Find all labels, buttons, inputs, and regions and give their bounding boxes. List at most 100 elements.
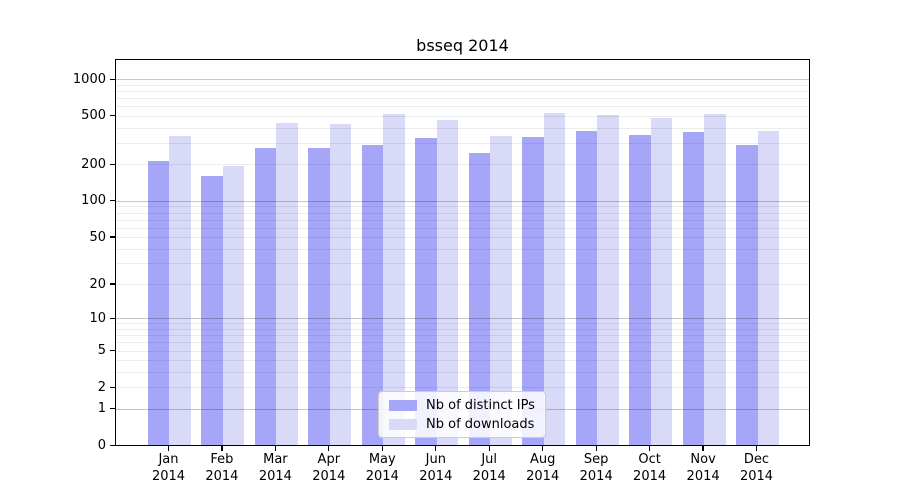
legend-item-distinct-ips: Nb of distinct IPs: [389, 397, 535, 413]
x-axis-tick-label: Feb 2014: [205, 452, 239, 484]
gridline-minor: [116, 335, 809, 337]
y-axis-tick-label: 5: [97, 343, 106, 358]
bar-downloads: [169, 135, 191, 445]
bar-distinct-ips: [682, 132, 705, 445]
x-axis-tick-label: Aug 2014: [526, 452, 560, 484]
y-axis-tick-mark: [109, 444, 115, 447]
gridline-minor: [116, 206, 809, 208]
gridline-minor: [116, 248, 809, 250]
x-axis-tick-mark: [649, 446, 651, 451]
y-axis-tick-mark: [109, 200, 115, 202]
gridline-minor: [116, 350, 809, 352]
gridline-minor: [116, 127, 809, 129]
gridline-minor: [116, 84, 809, 86]
y-axis-tick-label: 100: [81, 193, 106, 209]
y-axis-tick-mark: [109, 115, 115, 117]
x-axis-tick-label: Dec 2014: [739, 452, 774, 484]
bar-distinct-ips: [629, 134, 651, 445]
bar-downloads: [383, 113, 405, 445]
gridline-major: [116, 79, 809, 81]
bar-downloads: [704, 113, 726, 445]
x-axis-tick-label: Jun 2014: [419, 452, 453, 484]
x-axis-tick-mark: [595, 446, 597, 451]
y-axis-tick-label: 1000: [72, 71, 106, 87]
bar-distinct-ips: [147, 160, 170, 445]
bar-downloads: [276, 122, 298, 445]
y-axis-tick-label: 2: [97, 379, 106, 395]
x-axis-tick-label: Jul 2014: [472, 452, 506, 484]
gridline-minor: [116, 164, 809, 166]
x-axis-tick-label: Jan 2014: [151, 452, 186, 484]
x-axis-tick-mark: [221, 446, 223, 451]
gridline-minor: [116, 227, 809, 229]
gridline-minor: [116, 372, 809, 373]
legend-swatch-distinct-ips: [389, 399, 417, 411]
gridline-minor: [116, 142, 809, 144]
gridline-minor: [116, 115, 809, 117]
x-axis-tick-mark: [381, 446, 383, 451]
y-axis-tick-mark: [109, 78, 115, 80]
x-axis-tick-mark: [755, 446, 758, 451]
y-axis-tick-mark: [109, 349, 115, 352]
y-axis-tick-label: 500: [81, 108, 106, 124]
gridline-minor: [116, 106, 809, 108]
x-axis-tick-label: Mar 2014: [258, 452, 292, 484]
x-axis-tick-mark: [435, 446, 437, 451]
y-axis-tick-mark: [109, 283, 115, 285]
gridline-minor: [116, 98, 809, 100]
bar-distinct-ips: [308, 147, 330, 445]
gridline-minor: [116, 329, 809, 330]
gridline-major: [116, 200, 809, 202]
y-axis-tick-label: 0: [97, 438, 106, 453]
x-axis-tick-mark: [274, 446, 276, 451]
gridline-minor: [116, 212, 809, 214]
bar-distinct-ips: [361, 145, 384, 445]
x-axis-tick-mark: [702, 446, 704, 451]
gridline-major: [116, 318, 809, 320]
gridline-minor: [116, 284, 809, 286]
bar-downloads: [597, 114, 619, 445]
x-axis-tick-mark: [488, 446, 490, 451]
plot-area: [115, 59, 810, 446]
y-axis-tick-label: 10: [89, 310, 106, 326]
gridline-minor: [116, 219, 809, 221]
legend-swatch-downloads: [389, 418, 417, 430]
bar-distinct-ips: [201, 176, 223, 445]
bar-distinct-ips: [468, 152, 491, 445]
legend-label-distinct-ips: Nb of distinct IPs: [426, 397, 535, 413]
gridline-minor: [116, 360, 809, 362]
bar-distinct-ips: [736, 144, 758, 445]
x-axis-tick-label: Sep 2014: [579, 452, 613, 484]
legend: Nb of distinct IPs Nb of downloads: [378, 391, 546, 438]
bar-distinct-ips: [254, 147, 277, 445]
bar-distinct-ips: [522, 136, 544, 445]
y-axis-tick-mark: [109, 408, 115, 410]
bar-downloads: [757, 131, 780, 445]
x-axis-tick-mark: [328, 446, 330, 451]
x-axis-tick-mark: [542, 446, 544, 451]
bar-downloads: [543, 113, 566, 445]
bar-distinct-ips: [575, 130, 598, 445]
gridline-minor: [116, 323, 809, 325]
gridline-minor: [116, 263, 809, 265]
y-axis-tick-label: 50: [89, 229, 106, 245]
x-axis-tick-label: May 2014: [365, 452, 399, 484]
bar-distinct-ips: [415, 138, 437, 445]
gridline-minor: [116, 237, 809, 238]
bar-downloads: [222, 166, 245, 445]
x-axis-tick-label: Apr 2014: [312, 452, 346, 484]
x-axis-tick-mark: [167, 446, 170, 451]
bar-downloads: [329, 124, 352, 445]
legend-label-downloads: Nb of downloads: [426, 416, 535, 432]
chart-title: bsseq 2014: [416, 36, 509, 55]
y-axis-tick-label: 200: [81, 156, 106, 172]
gridline-minor: [116, 342, 809, 344]
y-axis-tick-mark: [109, 163, 115, 165]
y-axis-tick-mark: [109, 236, 115, 238]
bar-downloads: [436, 120, 459, 445]
y-axis-tick-label: 1: [97, 401, 106, 417]
bar-downloads: [650, 118, 673, 445]
gridline-minor: [116, 387, 809, 389]
x-axis-tick-label: Nov 2014: [686, 452, 720, 484]
